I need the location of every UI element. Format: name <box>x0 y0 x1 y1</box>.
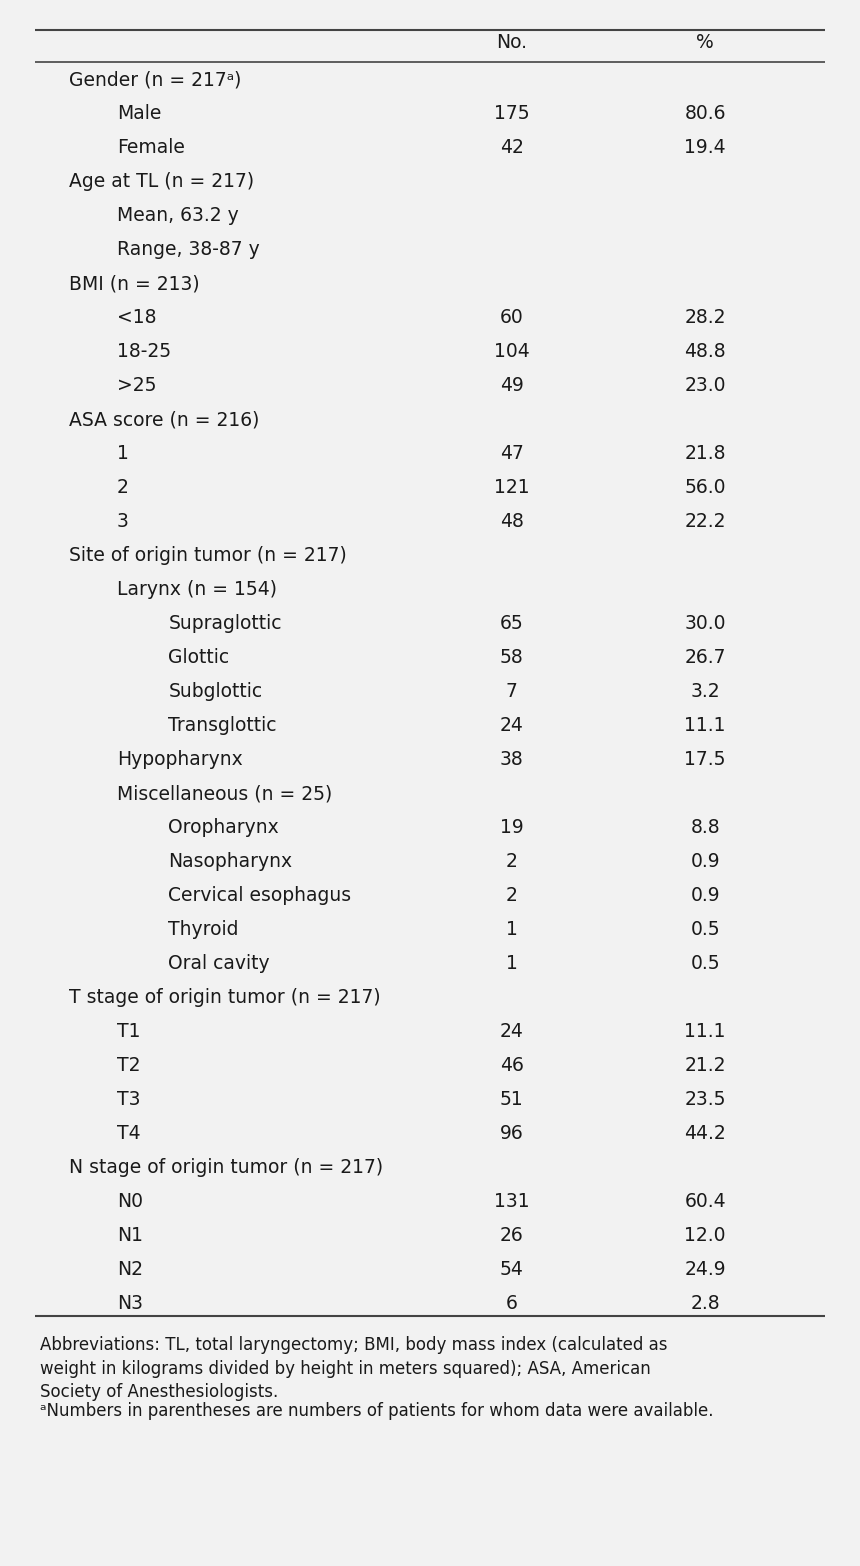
Text: Gender (n = 217ᵃ): Gender (n = 217ᵃ) <box>70 70 242 89</box>
Text: T4: T4 <box>117 1124 140 1143</box>
Text: Larynx (n = 154): Larynx (n = 154) <box>117 579 277 600</box>
Text: 23.5: 23.5 <box>685 1090 726 1109</box>
Text: 38: 38 <box>500 750 524 769</box>
Text: 131: 131 <box>494 1192 530 1211</box>
Text: 49: 49 <box>500 376 524 395</box>
Text: T1: T1 <box>117 1023 140 1041</box>
Text: 121: 121 <box>494 478 530 496</box>
Text: 18-25: 18-25 <box>117 341 171 362</box>
Text: 2: 2 <box>117 478 129 496</box>
Text: 2: 2 <box>506 852 518 871</box>
Text: Site of origin tumor (n = 217): Site of origin tumor (n = 217) <box>70 547 347 565</box>
Text: 46: 46 <box>500 1055 524 1074</box>
Text: 0.5: 0.5 <box>691 919 720 940</box>
Text: 60: 60 <box>500 309 524 327</box>
Text: 44.2: 44.2 <box>685 1124 726 1143</box>
Text: 6: 6 <box>506 1294 518 1312</box>
Text: Glottic: Glottic <box>169 648 230 667</box>
Text: 47: 47 <box>500 445 524 464</box>
Text: N2: N2 <box>117 1261 143 1279</box>
Text: Supraglottic: Supraglottic <box>169 614 282 633</box>
Text: %: % <box>697 33 714 52</box>
Text: 21.2: 21.2 <box>685 1055 726 1074</box>
Text: 19.4: 19.4 <box>685 138 726 157</box>
Text: Transglottic: Transglottic <box>169 716 277 734</box>
Text: <18: <18 <box>117 309 157 327</box>
Text: Hypopharynx: Hypopharynx <box>117 750 243 769</box>
Text: Mean, 63.2 y: Mean, 63.2 y <box>117 207 238 226</box>
Text: T stage of origin tumor (n = 217): T stage of origin tumor (n = 217) <box>70 988 381 1007</box>
Text: 48.8: 48.8 <box>685 341 726 362</box>
Text: No.: No. <box>496 33 527 52</box>
Text: Miscellaneous (n = 25): Miscellaneous (n = 25) <box>117 785 332 803</box>
Text: 30.0: 30.0 <box>685 614 726 633</box>
Text: 17.5: 17.5 <box>685 750 726 769</box>
Text: 54: 54 <box>500 1261 524 1279</box>
Text: 22.2: 22.2 <box>685 512 726 531</box>
Text: 0.5: 0.5 <box>691 954 720 972</box>
Text: Cervical esophagus: Cervical esophagus <box>169 886 352 905</box>
Text: 1: 1 <box>117 445 129 464</box>
Text: 60.4: 60.4 <box>685 1192 726 1211</box>
Text: 2.8: 2.8 <box>691 1294 720 1312</box>
Text: 175: 175 <box>494 103 530 124</box>
Text: T3: T3 <box>117 1090 140 1109</box>
Text: ᵃNumbers in parentheses are numbers of patients for whom data were available.: ᵃNumbers in parentheses are numbers of p… <box>40 1402 714 1420</box>
Text: 24.9: 24.9 <box>685 1261 726 1279</box>
Text: 26.7: 26.7 <box>685 648 726 667</box>
Text: 104: 104 <box>494 341 530 362</box>
Text: Oropharynx: Oropharynx <box>169 817 279 836</box>
Text: 11.1: 11.1 <box>685 1023 726 1041</box>
Text: T2: T2 <box>117 1055 140 1074</box>
Text: 65: 65 <box>500 614 524 633</box>
Text: 1: 1 <box>506 919 518 940</box>
Text: 1: 1 <box>506 954 518 972</box>
Text: 56.0: 56.0 <box>685 478 726 496</box>
Text: 23.0: 23.0 <box>685 376 726 395</box>
Text: 58: 58 <box>500 648 524 667</box>
Text: >25: >25 <box>117 376 157 395</box>
Text: N1: N1 <box>117 1226 143 1245</box>
Text: N3: N3 <box>117 1294 143 1312</box>
Text: 3: 3 <box>117 512 129 531</box>
Text: N0: N0 <box>117 1192 143 1211</box>
Text: 21.8: 21.8 <box>685 445 726 464</box>
Text: N stage of origin tumor (n = 217): N stage of origin tumor (n = 217) <box>70 1157 384 1178</box>
Text: Nasopharynx: Nasopharynx <box>169 852 292 871</box>
Text: 12.0: 12.0 <box>685 1226 726 1245</box>
Text: Male: Male <box>117 103 161 124</box>
Text: 42: 42 <box>500 138 524 157</box>
Text: 26: 26 <box>500 1226 524 1245</box>
Text: Subglottic: Subglottic <box>169 683 262 702</box>
Text: 48: 48 <box>500 512 524 531</box>
Text: 2: 2 <box>506 886 518 905</box>
Text: Age at TL (n = 217): Age at TL (n = 217) <box>70 172 255 191</box>
Text: BMI (n = 213): BMI (n = 213) <box>70 274 200 293</box>
Text: 19: 19 <box>500 817 524 836</box>
Text: Abbreviations: TL, total laryngectomy; BMI, body mass index (calculated as
weigh: Abbreviations: TL, total laryngectomy; B… <box>40 1336 667 1402</box>
Text: ASA score (n = 216): ASA score (n = 216) <box>70 410 260 429</box>
Text: 28.2: 28.2 <box>685 309 726 327</box>
Text: Oral cavity: Oral cavity <box>169 954 270 972</box>
Text: 0.9: 0.9 <box>691 886 720 905</box>
Text: 7: 7 <box>506 683 518 702</box>
Text: 11.1: 11.1 <box>685 716 726 734</box>
Text: 24: 24 <box>500 716 524 734</box>
Text: 0.9: 0.9 <box>691 852 720 871</box>
Text: 8.8: 8.8 <box>691 817 720 836</box>
Text: 96: 96 <box>500 1124 524 1143</box>
Text: 24: 24 <box>500 1023 524 1041</box>
Text: 51: 51 <box>500 1090 524 1109</box>
Text: 80.6: 80.6 <box>685 103 726 124</box>
Text: 3.2: 3.2 <box>691 683 720 702</box>
Text: Thyroid: Thyroid <box>169 919 239 940</box>
Text: Range, 38-87 y: Range, 38-87 y <box>117 240 260 258</box>
Text: Female: Female <box>117 138 185 157</box>
